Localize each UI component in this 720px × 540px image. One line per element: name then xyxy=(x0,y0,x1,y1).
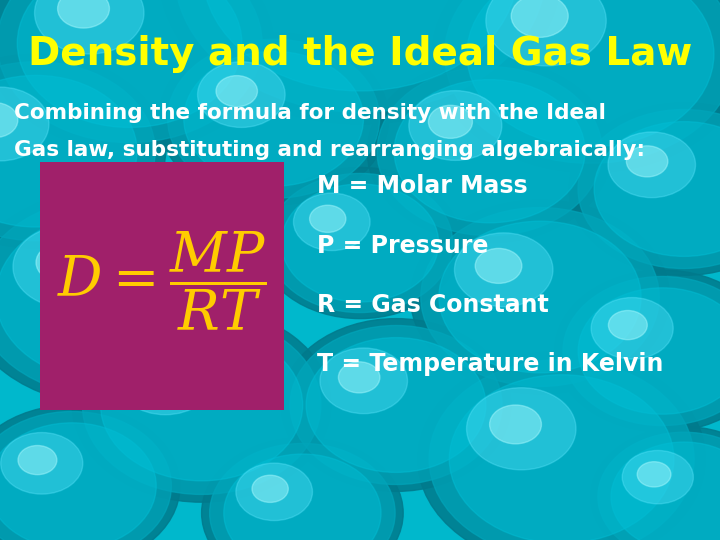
Circle shape xyxy=(490,405,541,444)
Circle shape xyxy=(216,76,258,107)
Circle shape xyxy=(0,0,274,151)
Circle shape xyxy=(17,0,242,127)
Circle shape xyxy=(58,0,109,28)
Circle shape xyxy=(608,310,647,340)
Circle shape xyxy=(158,32,389,205)
Circle shape xyxy=(36,243,88,282)
Circle shape xyxy=(174,0,546,112)
Circle shape xyxy=(0,0,262,143)
Circle shape xyxy=(320,348,408,414)
Circle shape xyxy=(158,0,562,124)
Circle shape xyxy=(13,226,122,308)
Circle shape xyxy=(252,475,288,502)
Circle shape xyxy=(0,54,166,248)
Circle shape xyxy=(486,0,606,66)
Circle shape xyxy=(101,329,302,481)
Circle shape xyxy=(432,0,720,173)
Circle shape xyxy=(598,432,720,540)
Circle shape xyxy=(608,132,696,198)
Circle shape xyxy=(449,375,674,540)
Circle shape xyxy=(439,221,641,373)
Circle shape xyxy=(590,427,720,540)
Circle shape xyxy=(294,193,370,251)
Circle shape xyxy=(259,167,461,319)
Circle shape xyxy=(569,103,720,275)
Circle shape xyxy=(578,288,720,414)
Text: T = Temperature in Kelvin: T = Temperature in Kelvin xyxy=(317,353,663,376)
Circle shape xyxy=(418,351,706,540)
Circle shape xyxy=(224,454,381,540)
Circle shape xyxy=(184,51,364,186)
Circle shape xyxy=(578,110,720,268)
Circle shape xyxy=(306,338,486,472)
Text: P = Pressure: P = Pressure xyxy=(317,234,488,258)
Circle shape xyxy=(377,67,602,235)
Circle shape xyxy=(626,146,668,177)
Circle shape xyxy=(82,315,321,495)
Circle shape xyxy=(511,0,568,37)
Circle shape xyxy=(467,388,576,470)
Circle shape xyxy=(454,233,553,307)
Circle shape xyxy=(281,319,511,491)
Text: Combining the formula for density with the Ideal: Combining the formula for density with t… xyxy=(14,103,606,123)
Circle shape xyxy=(168,39,379,198)
Circle shape xyxy=(0,103,18,138)
Circle shape xyxy=(18,446,57,475)
Circle shape xyxy=(0,87,49,161)
Circle shape xyxy=(594,122,720,256)
Circle shape xyxy=(282,184,438,302)
Circle shape xyxy=(203,0,517,91)
Circle shape xyxy=(0,62,156,241)
Text: Gas law, substituting and rearranging algebraically:: Gas law, substituting and rearranging al… xyxy=(14,140,645,160)
Circle shape xyxy=(0,405,180,540)
Circle shape xyxy=(310,205,346,232)
Circle shape xyxy=(1,433,83,494)
Circle shape xyxy=(0,198,240,396)
Text: M = Molar Mass: M = Molar Mass xyxy=(317,174,528,198)
Text: Density and the Ideal Gas Law: Density and the Ideal Gas Law xyxy=(28,35,692,73)
Circle shape xyxy=(622,450,693,504)
Circle shape xyxy=(0,423,156,540)
Circle shape xyxy=(429,360,694,540)
Circle shape xyxy=(410,200,670,394)
Circle shape xyxy=(0,411,171,540)
Circle shape xyxy=(35,0,144,54)
Circle shape xyxy=(637,462,671,487)
Circle shape xyxy=(116,341,215,415)
Text: $\mathit{D} = \dfrac{\mathit{MP}}{\mathit{RT}}$: $\mathit{D} = \dfrac{\mathit{MP}}{\mathi… xyxy=(57,230,267,332)
Circle shape xyxy=(611,442,720,540)
Circle shape xyxy=(428,105,472,138)
Circle shape xyxy=(210,443,395,540)
Circle shape xyxy=(338,362,380,393)
Circle shape xyxy=(420,207,660,387)
Circle shape xyxy=(0,213,220,381)
Circle shape xyxy=(467,0,714,147)
Circle shape xyxy=(563,276,720,426)
Circle shape xyxy=(290,326,502,484)
Circle shape xyxy=(267,173,453,313)
Circle shape xyxy=(554,270,720,432)
Circle shape xyxy=(409,91,502,160)
Text: R = Gas Constant: R = Gas Constant xyxy=(317,293,549,317)
Circle shape xyxy=(197,62,285,127)
Circle shape xyxy=(475,248,522,284)
Circle shape xyxy=(394,79,585,223)
FancyBboxPatch shape xyxy=(40,162,284,410)
Circle shape xyxy=(0,76,137,227)
Circle shape xyxy=(137,356,184,392)
Circle shape xyxy=(236,463,312,521)
Circle shape xyxy=(591,298,673,359)
Circle shape xyxy=(0,189,252,405)
Circle shape xyxy=(445,0,720,163)
Circle shape xyxy=(367,59,612,243)
Circle shape xyxy=(202,437,403,540)
Circle shape xyxy=(72,308,331,502)
